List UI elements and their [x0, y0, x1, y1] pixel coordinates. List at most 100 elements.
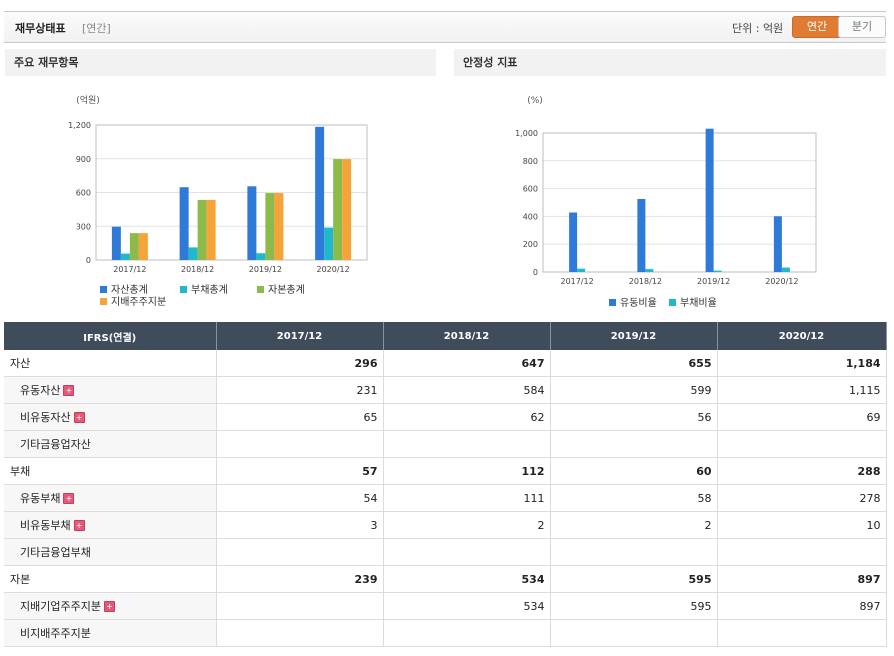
row-label: 기타금융업부채: [4, 538, 217, 566]
table-cell: 58: [550, 484, 718, 512]
bar-지배주주지분-2018/12: [206, 199, 216, 260]
bar-자본총계-2018/12: [197, 199, 207, 260]
expand-icon[interactable]: +: [63, 493, 75, 504]
row-label: 비지배주주지분: [4, 619, 217, 647]
table-row: 비지배주주지분: [4, 619, 887, 647]
expand-icon[interactable]: +: [103, 601, 115, 612]
table-cell: 62: [383, 403, 551, 431]
period-label: [연간]: [82, 22, 111, 35]
header-period: 2019/12: [550, 322, 718, 350]
stability-chart-title: 안정성 지표: [454, 49, 886, 76]
table-cell: 112: [383, 457, 551, 485]
x-tick-label: 2018/12: [181, 265, 214, 274]
row-label: 부채: [4, 457, 217, 485]
plot-frame: [542, 132, 817, 273]
x-tick-label: 2020/12: [317, 265, 350, 274]
y-tick-label: 300: [76, 222, 91, 231]
y-tick-label: 1,200: [68, 121, 91, 130]
y-tick-label: 0: [533, 268, 538, 277]
table-cell: [717, 619, 887, 647]
bar-자본총계-2019/12: [265, 193, 275, 260]
table-cell: 56: [550, 403, 718, 431]
stability-chart: (%) 0 200 400 600 800 1,000 2017/12 2018/12 2019/…: [515, 96, 817, 309]
bar-부채총계-2019/12: [256, 253, 266, 260]
x-tick-label: 2020/12: [765, 277, 798, 286]
table-cell: 534: [383, 592, 551, 620]
table-header-row: IFRS(연결) 2017/12 2018/12 2019/12 2020/12: [4, 322, 887, 350]
table-cell: 2: [383, 511, 551, 539]
tab-quarter[interactable]: 분기: [838, 16, 886, 38]
table-cell: 57: [216, 457, 384, 485]
tab-annual[interactable]: 연간: [792, 16, 842, 38]
row-label-text: 지배기업주주지분: [20, 600, 101, 613]
table-cell: 1,115: [717, 376, 887, 404]
table-cell: 54: [216, 484, 384, 512]
table-cell: 3: [216, 511, 384, 539]
table-row: 유동부채 +54 111 58 278: [4, 484, 887, 512]
bar-부채총계-2017/12: [120, 253, 130, 260]
x-tick-label: 2018/12: [629, 277, 662, 286]
table-cell: 2: [550, 511, 718, 539]
legend-swatch: [257, 286, 264, 293]
row-label-text: 비유동자산: [20, 411, 71, 424]
table-cell: 288: [717, 457, 887, 485]
table-cell: 239: [216, 565, 384, 593]
row-label-text: 부채: [10, 465, 31, 478]
unit-label: 단위 : 억원: [732, 22, 784, 35]
table-cell: 897: [717, 592, 887, 620]
bar-자본총계-2017/12: [129, 233, 139, 260]
y-tick-label: 1,000: [515, 129, 538, 138]
legend-label: 자본총계: [268, 284, 305, 296]
bar-유동비율-2019/12: [705, 128, 714, 272]
bar-지배주주지분-2017/12: [138, 233, 148, 260]
header-period: 2020/12: [717, 322, 887, 350]
y-axis-label: (%): [527, 96, 543, 106]
row-label: 비유동자산 +: [4, 403, 217, 431]
table-cell: 278: [717, 484, 887, 512]
row-label: 유동부채 +: [4, 484, 217, 512]
expand-icon[interactable]: +: [63, 385, 75, 396]
bar-자산총계-2020/12: [315, 126, 325, 260]
table-row: 부채 57 112 60 288: [4, 457, 887, 485]
expand-icon[interactable]: +: [73, 412, 85, 423]
table-cell: 60: [550, 457, 718, 485]
table-body: 자산 296 647 655 1,184 유동자산 +231 584 599 1,115 비유동자산…: [4, 350, 887, 647]
section-title: 재무상태표: [15, 22, 66, 35]
legend-label: 자산총계: [111, 284, 148, 296]
table-cell: 595: [550, 592, 718, 620]
row-label: 유동자산 +: [4, 376, 217, 404]
bar-부채비율-2019/12: [713, 270, 722, 272]
main-items-chart: (억원) 0 300 600 900 1,200 2017/12 2018/12 2019/12…: [68, 94, 368, 308]
legend-swatch: [669, 299, 676, 306]
row-label-text: 기타금융업자산: [20, 438, 91, 451]
table-row: 기타금융업부채: [4, 538, 887, 566]
legend-label: 지배주주지분: [111, 296, 166, 308]
row-label-text: 자산: [10, 357, 31, 370]
table-cell: [383, 538, 551, 566]
table-cell: 231: [216, 376, 384, 404]
bar-부채비율-2018/12: [645, 269, 654, 272]
legend-swatch: [180, 286, 187, 293]
bar-자산총계-2019/12: [247, 186, 257, 260]
table-cell: [550, 538, 718, 566]
bar-부채총계-2020/12: [324, 227, 334, 260]
table-cell: 647: [383, 350, 551, 377]
table-cell: 595: [550, 565, 718, 593]
y-tick-label: 200: [523, 240, 538, 249]
header-ifrs: IFRS(연결): [4, 322, 217, 350]
x-tick-label: 2017/12: [113, 265, 146, 274]
expand-icon[interactable]: +: [73, 520, 85, 531]
x-tick-label: 2019/12: [697, 277, 730, 286]
table-cell: [216, 538, 384, 566]
table-cell: 69: [717, 403, 887, 431]
legend-label: 유동비율: [620, 297, 657, 309]
bar-자산총계-2018/12: [179, 187, 189, 260]
row-label-text: 비유동부채: [20, 519, 71, 532]
table-cell: 1,184: [717, 350, 887, 377]
row-label-text: 유동자산: [20, 384, 61, 397]
main-items-panel: 주요 재무항목 (억원) 0 300 600 900 1,200 2017/12 2018/1…: [5, 49, 436, 319]
table-row: 기타금융업자산: [4, 430, 887, 458]
x-tick-label: 2017/12: [561, 277, 594, 286]
row-label: 자본: [4, 565, 217, 593]
table-cell: 10: [717, 511, 887, 539]
